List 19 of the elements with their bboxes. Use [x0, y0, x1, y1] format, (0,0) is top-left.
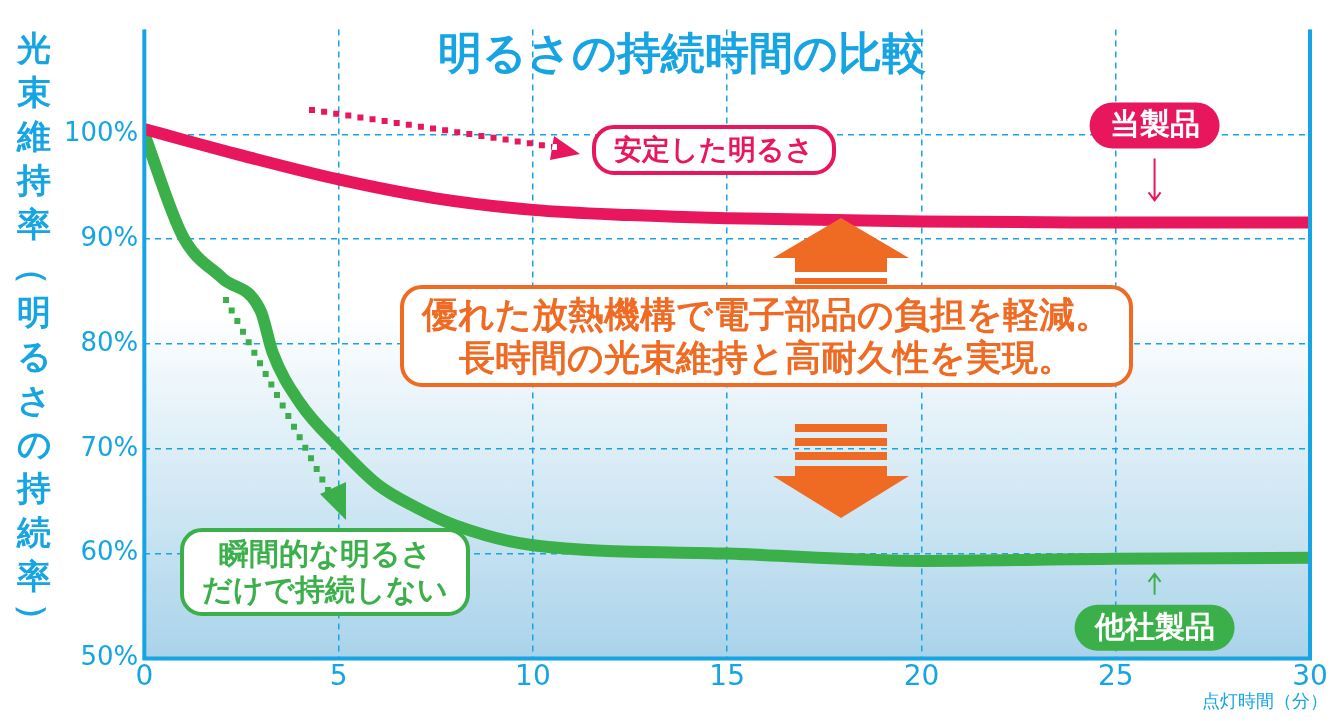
x-tick-label: 20	[903, 659, 940, 693]
y-tick-label: 90%	[80, 221, 139, 252]
chart-title: 明るさの持続時間の比較	[438, 26, 926, 80]
x-tick-label: 10	[515, 659, 551, 693]
x-tick-label: 15	[709, 659, 745, 693]
annotation: だけで持続しない	[202, 572, 448, 607]
y-tick-label: 60%	[80, 536, 139, 567]
annotation: 安定した明るさ	[614, 133, 814, 166]
annotation: 瞬間的な明るさ	[218, 536, 432, 571]
x-tick-label: 25	[1097, 659, 1134, 693]
x-tick-label: 5	[329, 659, 348, 693]
annotation: 優れた放熱機構で電子部品の負担を軽減。	[422, 294, 1111, 335]
annotation: 長時間の光束維持と高耐久性を実現。	[459, 337, 1074, 379]
y-tick-label: 70%	[80, 431, 139, 462]
text: 当製品	[1109, 106, 1200, 142]
legend-label: 他社製品	[1093, 608, 1215, 644]
text: 光束維持率（明るさの持続率）	[14, 28, 54, 637]
y-tick-label: 100%	[63, 117, 139, 148]
y-tick-label: 80%	[80, 326, 139, 357]
